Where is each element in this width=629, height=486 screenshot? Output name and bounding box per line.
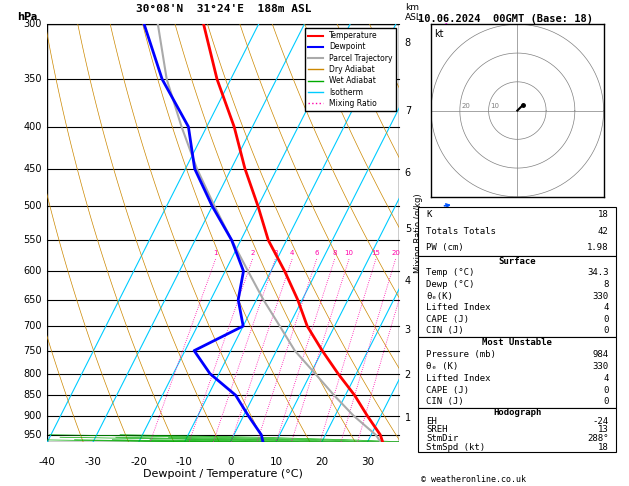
- Text: -20: -20: [130, 457, 147, 467]
- Text: 0: 0: [603, 398, 608, 406]
- Text: -30: -30: [84, 457, 101, 467]
- Text: 288°: 288°: [587, 434, 608, 443]
- Text: CAPE (J): CAPE (J): [426, 315, 469, 324]
- Text: Pressure (mb): Pressure (mb): [426, 350, 496, 359]
- Text: 42: 42: [598, 226, 608, 236]
- Text: EH: EH: [426, 417, 437, 426]
- Text: θₑ (K): θₑ (K): [426, 362, 459, 371]
- Text: StmDir: StmDir: [426, 434, 459, 443]
- Text: CAPE (J): CAPE (J): [426, 385, 469, 395]
- Text: 300: 300: [23, 19, 42, 29]
- Text: StmSpd (kt): StmSpd (kt): [426, 443, 486, 452]
- Text: Dewpoint / Temperature (°C): Dewpoint / Temperature (°C): [143, 469, 303, 479]
- Text: Surface: Surface: [499, 257, 536, 266]
- Bar: [418, 408, 616, 452]
- Text: 0: 0: [603, 385, 608, 395]
- Text: 700: 700: [23, 321, 42, 331]
- Text: 10: 10: [345, 250, 353, 256]
- Text: 0: 0: [227, 457, 233, 467]
- Bar: [418, 207, 616, 256]
- Text: θₑ(K): θₑ(K): [426, 292, 453, 301]
- Text: 1.98: 1.98: [587, 243, 608, 252]
- Text: 2: 2: [250, 250, 255, 256]
- Text: 10.06.2024  00GMT (Base: 18): 10.06.2024 00GMT (Base: 18): [418, 14, 593, 24]
- Text: 2: 2: [404, 370, 411, 380]
- Text: 6: 6: [314, 250, 319, 256]
- Text: 20: 20: [461, 103, 470, 109]
- Text: -10: -10: [176, 457, 193, 467]
- Text: 550: 550: [23, 235, 42, 245]
- Text: 650: 650: [23, 295, 42, 305]
- Bar: [418, 256, 616, 337]
- Text: CIN (J): CIN (J): [426, 398, 464, 406]
- Text: 800: 800: [23, 369, 42, 379]
- Text: 6: 6: [404, 168, 411, 178]
- Text: 30°08'N  31°24'E  188m ASL: 30°08'N 31°24'E 188m ASL: [135, 4, 311, 14]
- Text: 850: 850: [23, 390, 42, 400]
- Text: 400: 400: [23, 122, 42, 132]
- Text: 350: 350: [23, 74, 42, 84]
- Text: -40: -40: [39, 457, 55, 467]
- Text: km
ASL: km ASL: [404, 3, 421, 22]
- Legend: Temperature, Dewpoint, Parcel Trajectory, Dry Adiabat, Wet Adiabat, Isotherm, Mi: Temperature, Dewpoint, Parcel Trajectory…: [304, 28, 396, 111]
- Text: PW (cm): PW (cm): [426, 243, 464, 252]
- Text: 30: 30: [361, 457, 374, 467]
- Text: 4: 4: [290, 250, 294, 256]
- Text: K: K: [426, 210, 431, 219]
- Text: 20: 20: [391, 250, 400, 256]
- Text: 10: 10: [490, 103, 499, 109]
- Text: 8: 8: [332, 250, 337, 256]
- Text: 330: 330: [593, 292, 608, 301]
- Text: 500: 500: [23, 201, 42, 211]
- Text: 10: 10: [269, 457, 282, 467]
- Bar: [418, 337, 616, 408]
- Text: 4: 4: [404, 276, 411, 286]
- Text: Mixing Ratio (g/kg): Mixing Ratio (g/kg): [415, 193, 423, 273]
- Text: -24: -24: [593, 417, 608, 426]
- Text: Hodograph: Hodograph: [493, 408, 542, 417]
- Text: hPa: hPa: [18, 12, 38, 22]
- Text: SREH: SREH: [426, 425, 448, 434]
- Text: 0: 0: [603, 315, 608, 324]
- Text: 984: 984: [593, 350, 608, 359]
- Text: 3: 3: [404, 325, 411, 335]
- Text: 15: 15: [372, 250, 381, 256]
- Text: 950: 950: [23, 430, 42, 440]
- Text: 5: 5: [404, 224, 411, 234]
- Text: 7: 7: [404, 106, 411, 116]
- Text: 3: 3: [273, 250, 277, 256]
- Text: 8: 8: [603, 280, 608, 289]
- Text: CIN (J): CIN (J): [426, 326, 464, 335]
- Text: Lifted Index: Lifted Index: [426, 374, 491, 382]
- Text: 0: 0: [603, 326, 608, 335]
- Text: 8: 8: [404, 38, 411, 48]
- Text: 18: 18: [598, 210, 608, 219]
- Text: Most Unstable: Most Unstable: [482, 338, 552, 347]
- Text: 4: 4: [603, 374, 608, 382]
- Text: 20: 20: [315, 457, 328, 467]
- Text: 750: 750: [23, 346, 42, 356]
- Text: 13: 13: [598, 425, 608, 434]
- Text: Dewp (°C): Dewp (°C): [426, 280, 475, 289]
- Text: 34.3: 34.3: [587, 268, 608, 278]
- Text: © weatheronline.co.uk: © weatheronline.co.uk: [421, 474, 526, 484]
- Text: 330: 330: [593, 362, 608, 371]
- Text: 4: 4: [603, 303, 608, 312]
- Text: kt: kt: [435, 30, 444, 39]
- Text: Temp (°C): Temp (°C): [426, 268, 475, 278]
- Text: 450: 450: [23, 164, 42, 174]
- Text: 600: 600: [23, 266, 42, 276]
- Text: 1: 1: [404, 413, 411, 423]
- Text: Totals Totals: Totals Totals: [426, 226, 496, 236]
- Text: 1: 1: [213, 250, 218, 256]
- Text: 18: 18: [598, 443, 608, 452]
- Text: Lifted Index: Lifted Index: [426, 303, 491, 312]
- Text: 900: 900: [23, 411, 42, 420]
